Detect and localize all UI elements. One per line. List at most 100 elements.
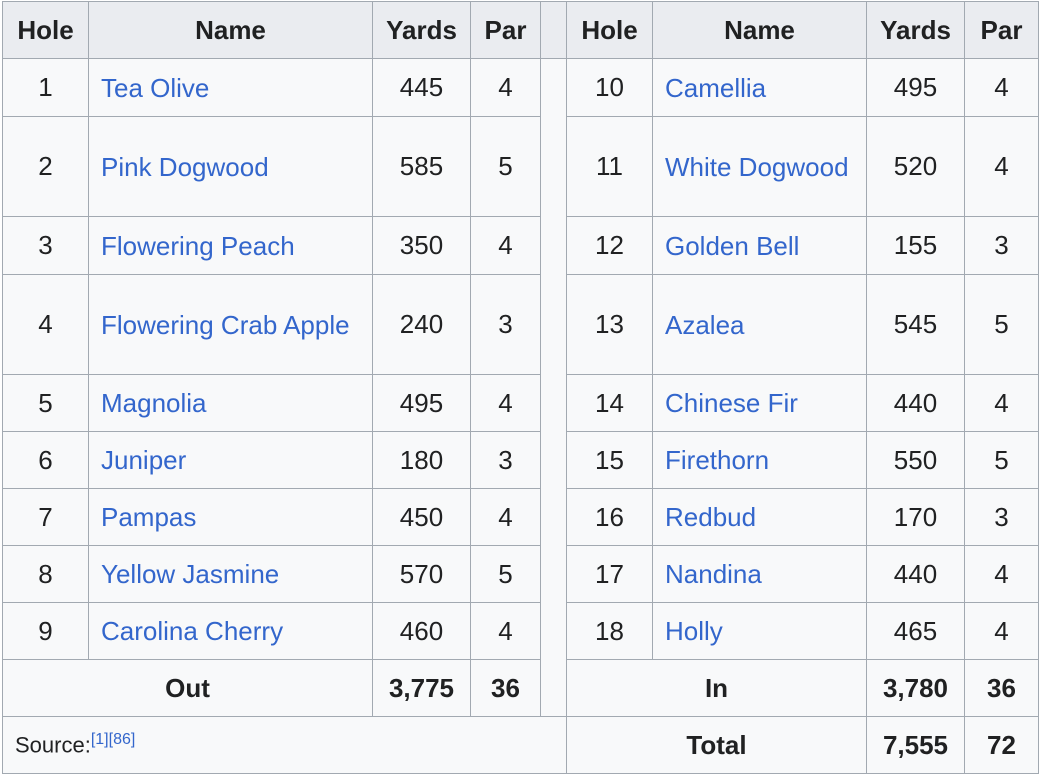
- hole-name-cell: Nandina: [652, 545, 867, 603]
- hole-name-link[interactable]: Chinese Fir: [665, 388, 798, 418]
- hole-name-cell: Holly: [652, 602, 867, 660]
- hole-name-cell: Tea Olive: [88, 58, 373, 117]
- header-name-back: Name: [652, 1, 867, 59]
- grand-total-yards: 7,555: [866, 716, 965, 774]
- hole-name-link[interactable]: Holly: [665, 616, 723, 646]
- out-par: 36: [470, 659, 541, 717]
- hole-name-link[interactable]: Redbud: [665, 502, 757, 532]
- hole-name-cell: Magnolia: [88, 374, 373, 432]
- in-yards: 3,780: [866, 659, 965, 717]
- hole-name-link[interactable]: Juniper: [101, 445, 187, 475]
- grand-total-label: Total: [566, 716, 867, 774]
- hole-number: 18: [566, 602, 653, 660]
- header-hole-front: Hole: [2, 1, 89, 59]
- hole-yards: 170: [866, 488, 965, 546]
- hole-number: 9: [2, 602, 89, 660]
- hole-number: 2: [2, 116, 89, 217]
- hole-name-link[interactable]: Carolina Cherry: [101, 616, 284, 646]
- hole-par: 3: [964, 488, 1039, 546]
- hole-number: 3: [2, 216, 89, 275]
- hole-yards: 350: [372, 216, 471, 275]
- hole-par: 5: [964, 274, 1039, 375]
- table-row: 2 Pink Dogwood 585 5 11 White Dogwood 52…: [2, 116, 1039, 217]
- hole-name-cell: Chinese Fir: [652, 374, 867, 432]
- table-row: 7 Pampas 450 4 16 Redbud 170 3: [2, 488, 1039, 546]
- hole-name-cell: Firethorn: [652, 431, 867, 489]
- header-spacer: [540, 1, 567, 59]
- table-row: 8 Yellow Jasmine 570 5 17 Nandina 440 4: [2, 545, 1039, 603]
- hole-yards: 550: [866, 431, 965, 489]
- hole-name-link[interactable]: Nandina: [665, 559, 762, 589]
- hole-name-link[interactable]: Pink Dogwood: [101, 151, 269, 182]
- table-row: 3 Flowering Peach 350 4 12 Golden Bell 1…: [2, 216, 1039, 275]
- hole-name-cell: Redbud: [652, 488, 867, 546]
- hole-yards: 495: [372, 374, 471, 432]
- in-par: 36: [964, 659, 1039, 717]
- hole-number: 4: [2, 274, 89, 375]
- hole-name-cell: Yellow Jasmine: [88, 545, 373, 603]
- hole-par: 4: [964, 58, 1039, 117]
- hole-yards: 440: [866, 545, 965, 603]
- table-row: 5 Magnolia 495 4 14 Chinese Fir 440 4: [2, 374, 1039, 432]
- table-row: 6 Juniper 180 3 15 Firethorn 550 5: [2, 431, 1039, 489]
- subtotal-row: Out 3,775 36 In 3,780 36: [2, 659, 1039, 717]
- hole-par: 3: [964, 216, 1039, 275]
- hole-number: 10: [566, 58, 653, 117]
- source-note: Source:[1][86]: [2, 716, 567, 774]
- hole-name-link[interactable]: White Dogwood: [665, 151, 849, 182]
- source-label: Source:: [15, 732, 91, 758]
- header-yards-front: Yards: [372, 1, 471, 59]
- table-row: 4 Flowering Crab Apple 240 3 13 Azalea 5…: [2, 274, 1039, 375]
- hole-number: 6: [2, 431, 89, 489]
- hole-par: 3: [470, 274, 541, 375]
- source-reference-links[interactable]: [1][86]: [90, 731, 136, 749]
- hole-name-link[interactable]: Yellow Jasmine: [101, 559, 280, 589]
- hole-yards: 520: [866, 116, 965, 217]
- hole-name-cell: Pink Dogwood: [88, 116, 373, 217]
- hole-par: 4: [964, 545, 1039, 603]
- hole-yards: 460: [372, 602, 471, 660]
- hole-name-cell: Carolina Cherry: [88, 602, 373, 660]
- hole-name-link[interactable]: Magnolia: [101, 388, 207, 418]
- hole-par: 4: [470, 374, 541, 432]
- hole-number: 16: [566, 488, 653, 546]
- hole-name-cell: Azalea: [652, 274, 867, 375]
- hole-par: 4: [964, 116, 1039, 217]
- hole-name-link[interactable]: Golden Bell: [665, 230, 800, 261]
- hole-name-link[interactable]: Pampas: [101, 502, 197, 532]
- hole-par: 4: [470, 602, 541, 660]
- hole-par: 5: [470, 116, 541, 217]
- hole-name-link[interactable]: Firethorn: [665, 445, 770, 475]
- hole-yards: 450: [372, 488, 471, 546]
- hole-number: 14: [566, 374, 653, 432]
- hole-number: 1: [2, 58, 89, 117]
- hole-name-link[interactable]: Camellia: [665, 72, 767, 103]
- hole-par: 4: [470, 488, 541, 546]
- hole-number: 13: [566, 274, 653, 375]
- column-divider: [540, 58, 567, 717]
- hole-yards: 155: [866, 216, 965, 275]
- header-yards-back: Yards: [866, 1, 965, 59]
- hole-name-link[interactable]: Azalea: [665, 309, 745, 340]
- hole-number: 12: [566, 216, 653, 275]
- hole-number: 5: [2, 374, 89, 432]
- hole-yards: 440: [866, 374, 965, 432]
- hole-par: 4: [964, 602, 1039, 660]
- hole-number: 8: [2, 545, 89, 603]
- hole-par: 4: [964, 374, 1039, 432]
- hole-name-link[interactable]: Tea Olive: [101, 72, 210, 103]
- total-row: Source:[1][86] Total 7,555 72: [2, 716, 1039, 774]
- hole-name-link[interactable]: Flowering Crab Apple: [101, 309, 350, 340]
- hole-number: 11: [566, 116, 653, 217]
- hole-name-cell: Pampas: [88, 488, 373, 546]
- out-label: Out: [2, 659, 373, 717]
- hole-yards: 570: [372, 545, 471, 603]
- header-hole-back: Hole: [566, 1, 653, 59]
- hole-number: 15: [566, 431, 653, 489]
- hole-name-link[interactable]: Flowering Peach: [101, 230, 295, 261]
- header-row: Hole Name Yards Par Hole Name Yards Par: [2, 1, 1039, 59]
- hole-name-cell: Flowering Crab Apple: [88, 274, 373, 375]
- hole-par: 3: [470, 431, 541, 489]
- table-row: 1 Tea Olive 445 4 10 Camellia 495 4: [2, 58, 1039, 717]
- header-par-front: Par: [470, 1, 541, 59]
